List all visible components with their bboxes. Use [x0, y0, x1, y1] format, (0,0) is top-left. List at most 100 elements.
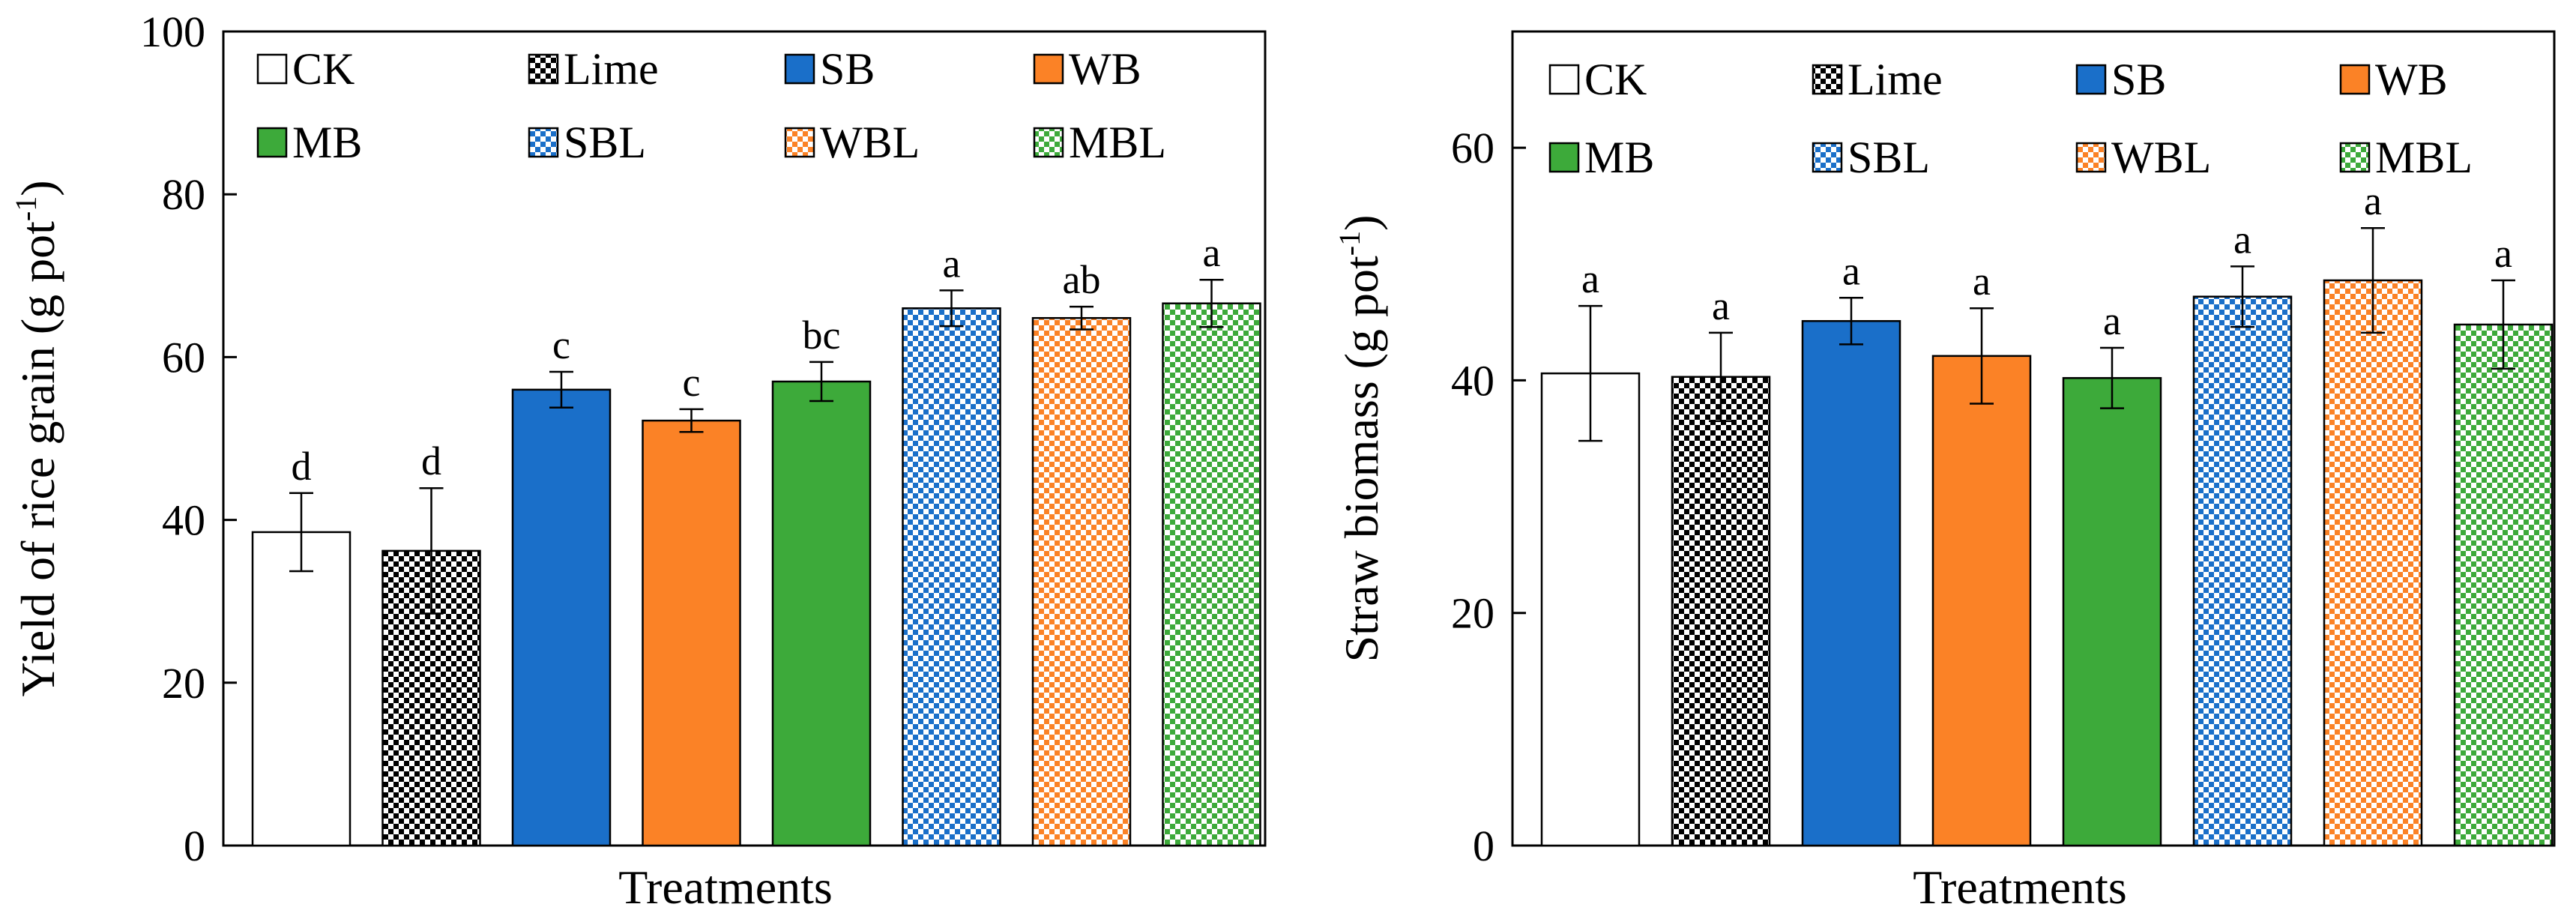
- right-significance-label: a: [2103, 298, 2121, 343]
- right-bar-mb: [2063, 378, 2161, 846]
- right-y-tick-label: 0: [1473, 822, 1494, 870]
- left-bar-sbl: [903, 308, 1001, 846]
- left-significance-label: ab: [1063, 257, 1101, 302]
- left-legend-item-lime: Lime: [529, 44, 659, 94]
- right-legend-item-wb: WB: [2341, 55, 2448, 104]
- left-x-axis-title: Treatments: [618, 861, 833, 914]
- left-bar-mbl: [1163, 304, 1261, 846]
- right-bar-mbl: [2455, 325, 2552, 846]
- left-legend-swatch: [785, 128, 814, 157]
- left-legend-swatch: [529, 128, 558, 157]
- left-y-tick-label: 40: [162, 496, 205, 545]
- left-legend-label: CK: [292, 44, 355, 94]
- figure: 020406080100 d dccbca aba CK Lime SB WBMB SBL W…: [0, 0, 2576, 919]
- left-y-tick-label: 60: [162, 333, 205, 382]
- right-bar-ck: [1542, 373, 1639, 846]
- left-bar-ck: [253, 532, 350, 846]
- left-legend-swatch: [529, 55, 558, 83]
- left-legend: CK Lime SB WB MB SBL WBL MBL: [258, 44, 1166, 167]
- left-legend-swatch: [258, 128, 286, 157]
- right-y-axis-title: Straw biomass (g pot-1): [1333, 215, 1388, 663]
- left-legend-item-sbl: SBL: [529, 118, 646, 167]
- left-y-tick-label: 0: [184, 822, 205, 870]
- right-legend-swatch: [1550, 143, 1578, 172]
- right-legend-swatch: [1813, 143, 1841, 172]
- left-legend-label: SBL: [564, 118, 646, 167]
- right-legend-swatch: [2341, 143, 2369, 172]
- left-legend-item-mb: MB: [258, 118, 362, 167]
- right-y-axis: 0 20 40 60: [1451, 124, 1526, 870]
- right-legend-label: Lime: [1847, 55, 1943, 104]
- left-bar-mb: [773, 382, 870, 846]
- left-significance-label: c: [552, 322, 570, 367]
- right-legend-swatch: [2077, 65, 2105, 94]
- left-legend-swatch: [1034, 55, 1063, 83]
- right-legend-label: SB: [2111, 55, 2166, 104]
- right-legend-label: WB: [2375, 55, 2448, 104]
- right-y-axis-title-sup: -1: [1333, 231, 1366, 256]
- left-legend-item-mbl: MBL: [1034, 118, 1166, 167]
- right-bars: a a a a a a a a: [1542, 178, 2552, 846]
- left-legend-label: WBL: [820, 118, 920, 167]
- left-y-tick-label: 20: [162, 659, 205, 708]
- left-legend-label: MBL: [1069, 118, 1166, 167]
- right-legend-swatch: [1550, 65, 1578, 94]
- right-y-tick-label: 20: [1451, 589, 1494, 638]
- right-y-axis-title-end: ): [1335, 215, 1388, 231]
- left-bar-wbl: [1033, 318, 1130, 846]
- left-significance-label: a: [943, 241, 961, 286]
- left-legend-item-wb: WB: [1034, 44, 1141, 94]
- left-legend-item-ck: CK: [258, 44, 355, 94]
- left-significance-label: c: [683, 360, 701, 405]
- left-significance-label: d: [421, 439, 441, 483]
- left-legend-swatch: [785, 55, 814, 83]
- right-y-axis-title-main: Straw biomass (g pot: [1335, 256, 1388, 662]
- right-significance-label: a: [1842, 248, 1860, 293]
- left-significance-label: d: [292, 444, 312, 489]
- left-legend-label: MB: [292, 118, 362, 167]
- left-legend-item-sb: SB: [785, 44, 875, 94]
- left-y-axis-title-main: Yield of rice grain (g pot: [11, 221, 64, 697]
- left-significance-label: a: [1203, 230, 1221, 275]
- left-bar-sb: [513, 390, 610, 846]
- right-significance-label: a: [1973, 259, 1991, 304]
- left-legend-item-wbl: WBL: [785, 118, 920, 167]
- right-legend-swatch: [2077, 143, 2105, 172]
- right-bar-wbl: [2324, 280, 2422, 846]
- right-y-tick-label: 60: [1451, 124, 1494, 172]
- right-bar-wb: [1933, 356, 2030, 846]
- left-y-axis-title-sup: -1: [9, 196, 43, 221]
- right-significance-label: a: [2364, 178, 2382, 223]
- right-legend: CK Lime SB WB MB SBL WBL MBL: [1550, 55, 2473, 182]
- right-legend-label: SBL: [1847, 133, 1930, 182]
- right-bar-sbl: [2194, 297, 2291, 846]
- right-significance-label: a: [2494, 231, 2512, 276]
- left-legend-swatch: [258, 55, 286, 83]
- right-bar-sb: [1803, 321, 1900, 846]
- right-x-axis-title: Treatments: [1913, 861, 2127, 914]
- right-chart-panel: 0204060 aaa aaaaa CK Lime SB WBMB SBL WBL MBL T…: [1333, 31, 2554, 914]
- right-legend-item-lime: Lime: [1813, 55, 1943, 104]
- right-legend-item-mbl: MBL: [2341, 133, 2473, 182]
- left-legend-swatch: [1034, 128, 1063, 157]
- right-legend-swatch: [2341, 65, 2369, 94]
- right-legend-swatch: [1813, 65, 1841, 94]
- right-bar-lime: [1672, 377, 1770, 846]
- left-significance-label: bc: [803, 313, 841, 358]
- left-legend-label: WB: [1069, 44, 1141, 94]
- right-legend-item-ck: CK: [1550, 55, 1647, 104]
- right-y-tick-label: 40: [1451, 356, 1494, 405]
- left-y-axis-title-end: ): [11, 180, 64, 196]
- left-legend-label: Lime: [564, 44, 659, 94]
- left-y-axis-title: Yield of rice grain (g pot-1): [9, 180, 64, 696]
- left-y-tick-label: 100: [140, 7, 205, 56]
- right-legend-label: MB: [1584, 133, 1654, 182]
- left-bar-wb: [643, 421, 740, 846]
- right-legend-item-wbl: WBL: [2077, 133, 2211, 182]
- right-legend-label: CK: [1584, 55, 1647, 104]
- right-significance-label: a: [1581, 256, 1599, 301]
- right-legend-item-sbl: SBL: [1813, 133, 1930, 182]
- left-bars: d d c c bc a ab a: [253, 230, 1261, 846]
- right-significance-label: a: [2233, 217, 2251, 262]
- left-chart-panel: 0 20 40 60 80 100 d d c c bc a ab a CK Lime SB WB MB SBL W…: [9, 7, 1265, 914]
